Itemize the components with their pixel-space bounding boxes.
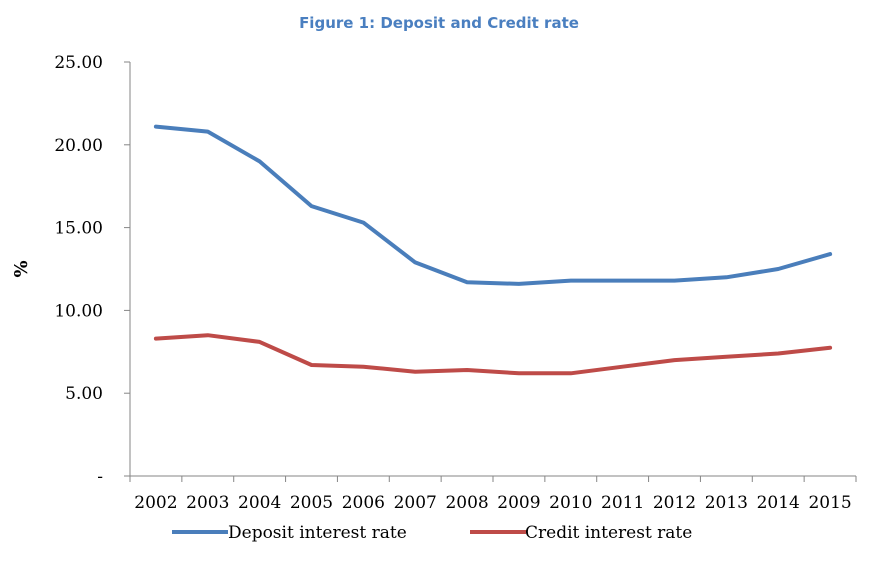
y-tick-label: 5.00 [65, 384, 103, 404]
x-tick-label: 2012 [653, 493, 696, 513]
x-tick-label: 2010 [549, 493, 592, 513]
x-tick-label: 2008 [445, 493, 488, 513]
series-line-credit [153, 333, 833, 376]
x-tick-label: 2005 [290, 493, 333, 513]
series-line-deposit [153, 124, 833, 286]
x-tick-label: 2003 [186, 493, 229, 513]
axes: - 5.00 10.00 15.00 20.00 25.00% 2002 2003 2004 20… [11, 53, 857, 513]
x-tick-label: 2002 [134, 493, 177, 513]
x-tick-label: 2009 [497, 493, 540, 513]
x-tick-label: 2013 [705, 493, 748, 513]
chart-title: Figure 1: Deposit and Credit rate [299, 14, 579, 32]
y-tick-label: - [97, 467, 103, 487]
y-axis-label: % [11, 260, 32, 277]
x-tick-label: 2006 [342, 493, 385, 513]
x-tick-label: 2015 [808, 493, 851, 513]
legend-label: Credit interest rate [525, 523, 692, 543]
y-tick-label: 15.00 [54, 219, 103, 239]
legend: Deposit interest rate Credit interest rat… [172, 523, 692, 543]
x-tick-label: 2011 [601, 493, 644, 513]
y-tick-label: 20.00 [54, 136, 103, 156]
legend-label: Deposit interest rate [228, 523, 407, 543]
y-tick-label: 25.00 [54, 53, 103, 73]
y-tick-label: 10.00 [54, 301, 103, 321]
x-tick-label: 2004 [238, 493, 281, 513]
x-tick-label: 2014 [757, 493, 800, 513]
series-lines [153, 124, 833, 376]
x-tick-label: 2007 [394, 493, 437, 513]
